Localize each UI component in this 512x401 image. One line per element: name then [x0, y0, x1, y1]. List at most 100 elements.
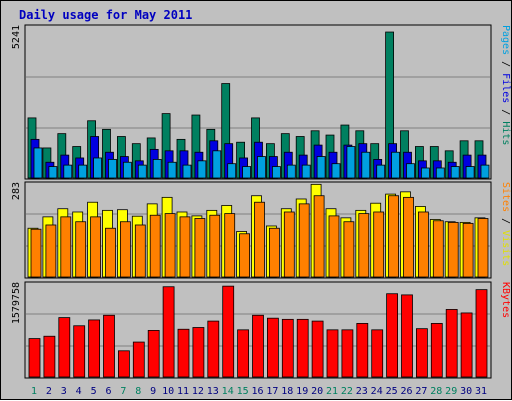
bar-sites-day-8 — [134, 224, 146, 278]
bar-pages-day-16 — [257, 156, 266, 179]
bar-sites-day-31 — [477, 218, 489, 278]
day-label: 20 — [311, 386, 323, 397]
bar-kbytes-day-20 — [311, 320, 324, 378]
day-label: 3 — [61, 386, 67, 397]
day-label: 12 — [192, 386, 204, 397]
day-label: 22 — [341, 386, 353, 397]
legend-segment: Sites — [500, 182, 511, 212]
bar-kbytes-day-27 — [415, 328, 428, 378]
bar-sites-day-9 — [149, 214, 161, 278]
day-label: 15 — [237, 386, 249, 397]
day-label: 21 — [326, 386, 338, 397]
bar-pages-day-25 — [391, 151, 401, 179]
day-label: 28 — [430, 386, 442, 397]
legend-label-bottom: KBytes — [500, 282, 511, 318]
day-label: 13 — [207, 386, 219, 397]
bar-sites-day-23 — [358, 213, 370, 278]
bar-kbytes-day-1 — [28, 338, 41, 378]
legend-label-top: Pages / Files / Hits — [500, 25, 511, 145]
bar-sites-day-1 — [30, 228, 42, 278]
bar-sites-day-19 — [298, 203, 310, 278]
bar-pages-day-30 — [465, 166, 475, 179]
bar-pages-day-21 — [331, 163, 341, 179]
bar-kbytes-day-9 — [147, 330, 160, 378]
bar-pages-day-27 — [420, 167, 430, 179]
day-label: 16 — [251, 386, 263, 397]
bar-kbytes-day-17 — [266, 317, 279, 378]
bar-sites-day-3 — [60, 216, 72, 278]
bar-sites-day-24 — [373, 211, 385, 278]
day-label: 6 — [105, 386, 111, 397]
y-max-label-middle: 283 — [11, 182, 22, 200]
day-label: 26 — [400, 386, 412, 397]
bar-sites-day-21 — [328, 215, 340, 278]
day-label: 24 — [371, 386, 383, 397]
bar-kbytes-day-16 — [252, 314, 264, 378]
bar-pages-day-5 — [93, 157, 102, 179]
day-label: 19 — [296, 386, 308, 397]
y-max-label-top: 5241 — [11, 25, 22, 49]
day-label: 25 — [386, 386, 398, 397]
day-label: 27 — [415, 386, 427, 397]
bar-kbytes-day-14 — [222, 285, 235, 378]
legend-segment: Pages — [500, 25, 511, 55]
bar-sites-day-4 — [75, 221, 87, 278]
bar-kbytes-day-13 — [207, 320, 220, 378]
bar-kbytes-day-23 — [356, 323, 369, 378]
bar-pages-day-24 — [376, 164, 386, 179]
day-label: 7 — [120, 386, 126, 397]
bar-sites-day-15 — [239, 233, 251, 278]
bar-sites-day-12 — [194, 218, 206, 278]
day-label: 9 — [150, 386, 156, 397]
legend-segment: / — [500, 55, 511, 73]
bar-sites-day-17 — [268, 227, 280, 278]
bar-sites-day-2 — [45, 224, 57, 278]
day-label: 23 — [356, 386, 368, 397]
bar-pages-day-23 — [361, 151, 371, 179]
day-label: 8 — [135, 386, 141, 397]
legend-segment: Visits — [500, 230, 511, 266]
bar-kbytes-day-29 — [445, 309, 458, 378]
bar-kbytes-day-28 — [430, 323, 443, 378]
bar-pages-day-12 — [197, 160, 207, 179]
bar-pages-day-17 — [271, 166, 281, 179]
bar-sites-day-25 — [388, 195, 400, 278]
day-label: 30 — [460, 386, 472, 397]
legend-segment: / — [500, 103, 511, 121]
bar-pages-day-28 — [435, 167, 445, 179]
bar-sites-day-29 — [447, 221, 459, 278]
bar-sites-day-6 — [105, 227, 116, 278]
bar-kbytes-day-8 — [132, 341, 145, 378]
bar-kbytes-day-24 — [371, 329, 384, 378]
bar-pages-day-20 — [316, 156, 326, 179]
bar-sites-day-26 — [403, 196, 414, 278]
legend-label-middle: Sites / Visits — [500, 182, 511, 266]
bar-pages-day-11 — [182, 164, 192, 179]
bar-sites-day-14 — [224, 213, 236, 278]
day-label: 5 — [91, 386, 97, 397]
day-label: 17 — [266, 386, 278, 397]
bar-kbytes-day-6 — [103, 314, 115, 378]
bar-sites-day-13 — [209, 214, 221, 278]
bar-kbytes-day-18 — [281, 318, 294, 378]
day-label: 2 — [46, 386, 52, 397]
bar-pages-day-4 — [78, 164, 88, 179]
bar-sites-day-22 — [343, 221, 355, 278]
bar-pages-day-13 — [212, 150, 222, 179]
legend-segment: Files — [500, 73, 511, 103]
legend-segment: / — [500, 212, 511, 230]
bar-kbytes-day-3 — [58, 317, 71, 378]
bar-pages-day-9 — [152, 158, 162, 179]
bar-kbytes-day-7 — [118, 350, 130, 378]
bar-pages-day-29 — [450, 166, 460, 179]
bar-kbytes-day-26 — [401, 294, 413, 378]
bar-pages-day-14 — [227, 163, 237, 179]
legend-segment: Hits — [500, 121, 511, 145]
bar-kbytes-day-30 — [460, 312, 473, 378]
bar-pages-day-31 — [480, 164, 490, 179]
bar-kbytes-day-25 — [386, 293, 399, 378]
bar-sites-day-5 — [90, 216, 101, 278]
bar-kbytes-day-19 — [296, 318, 309, 378]
